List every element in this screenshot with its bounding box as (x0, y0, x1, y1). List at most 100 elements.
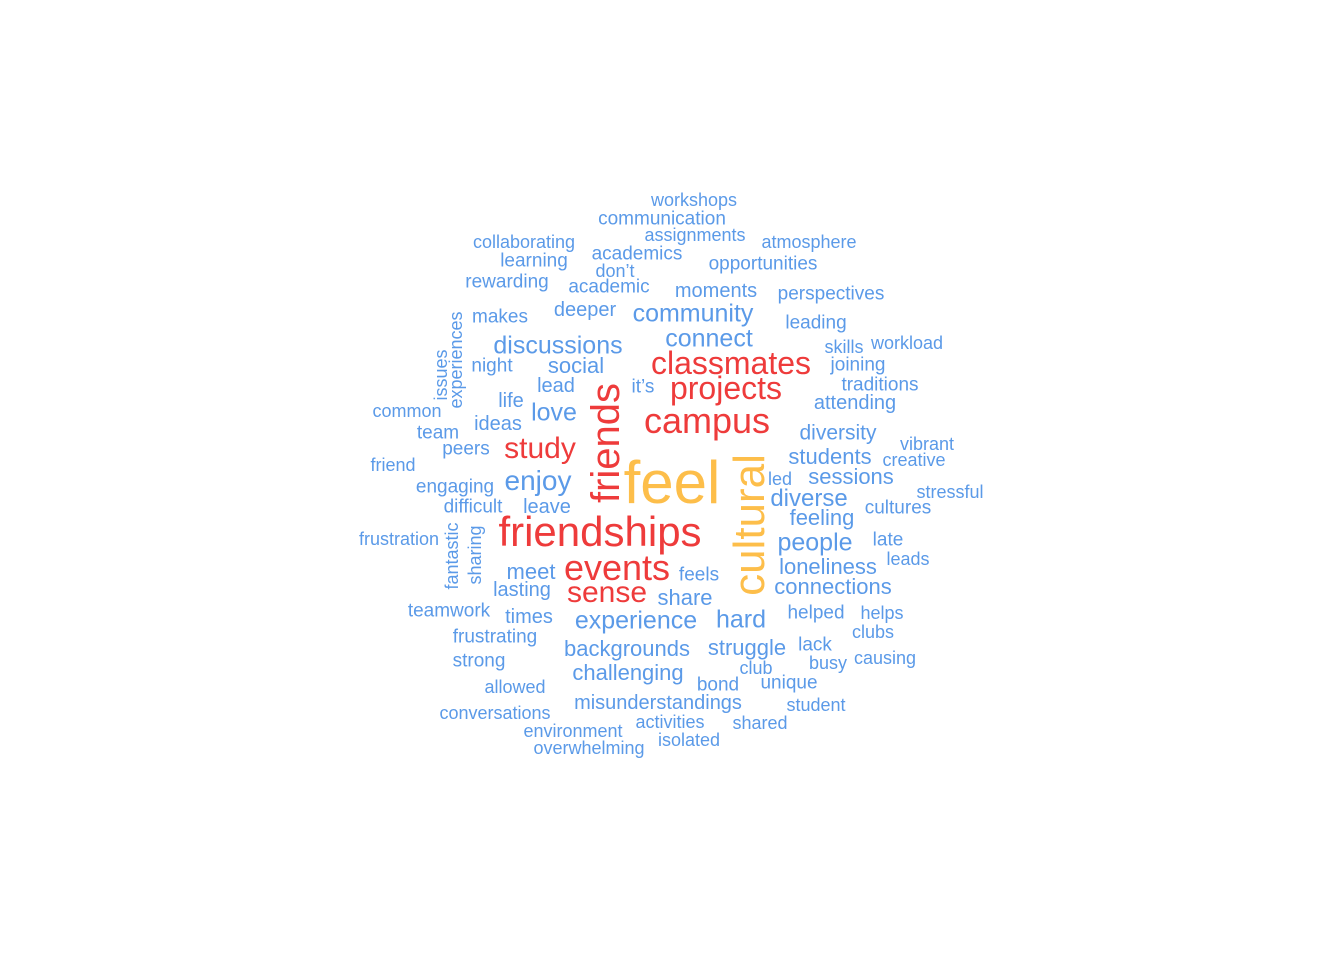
word-feel: feel (623, 449, 721, 516)
word-engaging: engaging (415, 476, 495, 498)
word-unique: unique (760, 672, 818, 694)
word-times: times (505, 606, 553, 628)
word-collaborating: collaborating (472, 232, 576, 252)
word-students: students (788, 444, 872, 469)
word-ideas: ideas (474, 413, 522, 435)
word-late: late (872, 529, 904, 551)
word-opportunities: opportunities (708, 253, 818, 275)
word-skills: skills (824, 337, 864, 357)
word-sharing: sharing (465, 525, 485, 585)
word-sessions: sessions (808, 464, 894, 489)
word-led: led (767, 469, 793, 489)
word-classmates: classmates (650, 345, 812, 381)
word-atmosphere: atmosphere (761, 232, 857, 252)
word-feeling: feeling (789, 505, 855, 530)
word-struggle: struggle (707, 635, 787, 660)
word-overwhelming: overwhelming (533, 738, 645, 758)
word-people: people (777, 528, 853, 557)
word-deeper: deeper (553, 299, 617, 321)
word-connections: connections (774, 574, 892, 599)
word-workload: workload (870, 333, 944, 353)
word-feels: feels (678, 564, 720, 586)
word-activities: activities (635, 712, 705, 732)
word-workshops: workshops (650, 190, 738, 210)
word-common: common (372, 401, 442, 421)
word-social: social (547, 353, 605, 378)
word-creative: creative (882, 450, 946, 470)
word-sense: sense (566, 576, 648, 609)
word-fantastic: fantastic (442, 522, 462, 590)
word-friendships: friendships (498, 508, 702, 555)
word-loneliness: loneliness (779, 554, 877, 579)
word-hard: hard (715, 605, 767, 634)
word-enjoy: enjoy (504, 465, 572, 496)
word-misunderstandings: misunderstandings (574, 692, 742, 714)
word-assignments: assignments (644, 225, 746, 245)
word-dont: don’t (595, 261, 635, 281)
word-lasting: lasting (493, 579, 551, 601)
word-moments: moments (674, 280, 758, 302)
word-makes: makes (472, 306, 528, 328)
word-club: club (739, 658, 773, 678)
word-events: events (563, 547, 671, 588)
word-allowed: allowed (484, 677, 546, 697)
word-student: student (786, 695, 846, 715)
word-cultural: cultural (725, 454, 774, 596)
word-community: community (632, 299, 754, 328)
word-friend: friend (370, 455, 416, 475)
word-leading: leading (785, 312, 847, 334)
word-joining: joining (830, 354, 886, 376)
word-conversations: conversations (439, 703, 551, 723)
word-perspectives: perspectives (777, 283, 885, 305)
word-share: share (657, 585, 713, 610)
word-discussions: discussions (493, 331, 623, 360)
word-stressful: stressful (916, 482, 984, 502)
word-attending: attending (813, 392, 897, 414)
word-study: study (504, 432, 576, 465)
word-diversity: diversity (799, 421, 877, 445)
word-bond: bond (696, 674, 740, 696)
word-life: life (498, 390, 524, 412)
word-meet: meet (506, 559, 556, 584)
word-connect: connect (665, 324, 753, 353)
word-traditions: traditions (841, 374, 919, 396)
word-helped: helped (787, 602, 845, 624)
word-night: night (471, 355, 513, 377)
word-love: love (531, 398, 577, 427)
word-diverse: diverse (770, 485, 848, 512)
word-cultures: cultures (864, 497, 932, 519)
word-leave: leave (523, 496, 571, 518)
word-helps: helps (860, 603, 904, 623)
word-its: it’s (631, 376, 655, 398)
word-friends: friends (584, 382, 628, 504)
word-lead: lead (537, 375, 575, 397)
word-environment: environment (523, 721, 623, 741)
word-teamwork: teamwork (407, 600, 491, 622)
word-rewarding: rewarding (465, 271, 549, 293)
word-difficult: difficult (443, 496, 503, 518)
word-causing: causing (853, 648, 917, 668)
word-academics: academics (591, 243, 683, 265)
word-frustration: frustration (358, 529, 440, 549)
word-team: team (416, 422, 460, 444)
word-peers: peers (442, 438, 490, 460)
word-lack: lack (798, 634, 832, 656)
word-isolated: isolated (657, 730, 721, 750)
word-experiences: experiences (446, 311, 466, 409)
word-campus: campus (643, 400, 771, 441)
word-learning: learning (500, 250, 568, 272)
word-busy: busy (808, 653, 848, 673)
word-clubs: clubs (851, 622, 895, 642)
word-shared: shared (732, 713, 788, 733)
word-strong: strong (452, 650, 506, 672)
word-backgrounds: backgrounds (564, 636, 690, 661)
word-experience: experience (574, 606, 698, 635)
word-vibrant: vibrant (899, 434, 955, 454)
word-frustrating: frustrating (452, 626, 538, 648)
word-communication: communication (598, 208, 726, 230)
word-challenging: challenging (572, 660, 684, 685)
word-academic: academic (568, 276, 650, 298)
word-projects: projects (669, 370, 783, 406)
word-leads: leads (886, 549, 930, 569)
